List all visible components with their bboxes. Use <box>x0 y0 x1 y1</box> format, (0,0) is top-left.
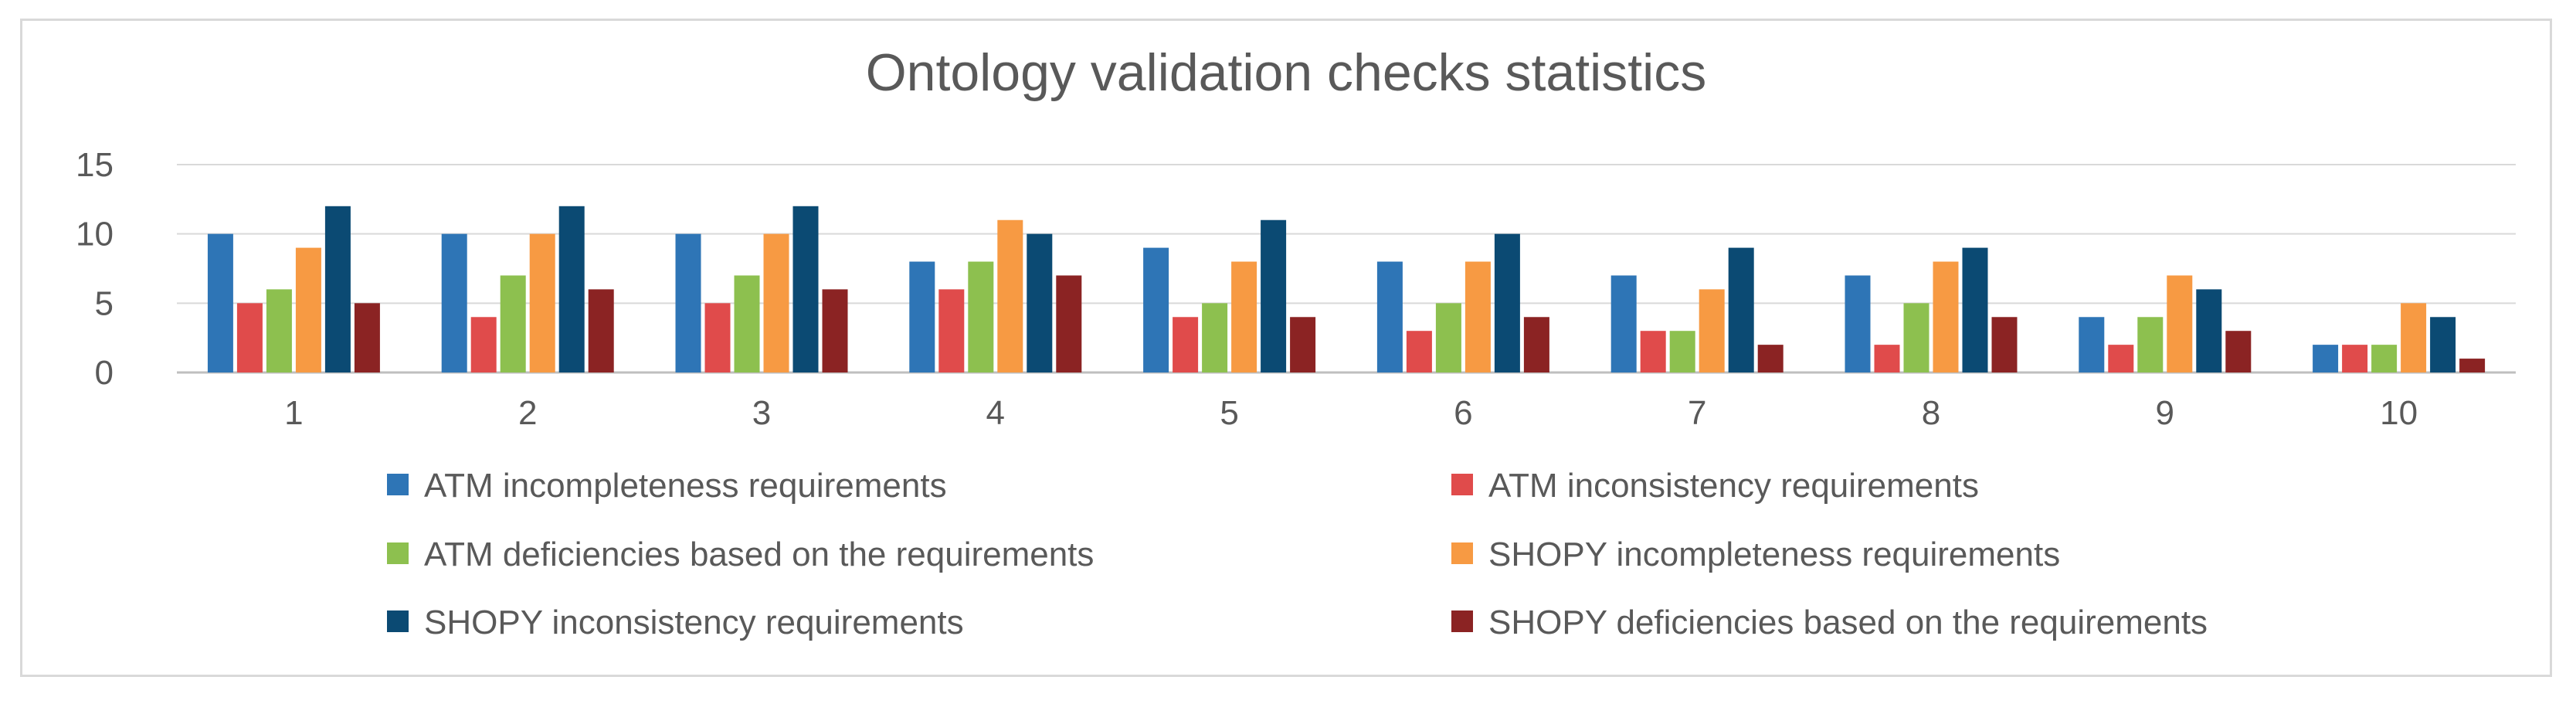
bar <box>266 289 292 372</box>
bar <box>1903 303 1929 372</box>
bar <box>909 261 935 372</box>
bar <box>1406 331 1432 372</box>
bar <box>1056 275 1082 372</box>
bar <box>470 317 497 372</box>
bar <box>2079 317 2105 372</box>
bar <box>588 289 614 372</box>
chart-frame: Ontology validation checks statistics 0 5… <box>20 19 2552 677</box>
bar <box>354 303 380 372</box>
bar <box>441 233 467 372</box>
y-tick-label: 10 <box>76 216 114 253</box>
bar <box>1640 331 1666 372</box>
x-axis-ticks: 1 2 3 4 5 6 7 8 9 10 <box>284 394 2418 432</box>
bar <box>1435 303 1461 372</box>
legend-label: SHOPY inconsistency requirements <box>424 604 964 641</box>
bar <box>2342 345 2368 372</box>
bar <box>500 275 526 372</box>
bar <box>1261 219 1287 372</box>
bar <box>2401 303 2427 372</box>
bar <box>295 247 321 372</box>
x-tick-label: 10 <box>2380 394 2418 432</box>
bar <box>763 233 789 372</box>
bar <box>1728 247 1754 372</box>
legend-label: ATM inconsistency requirements <box>1488 467 1979 505</box>
bar <box>558 206 585 372</box>
x-tick-label: 9 <box>2156 394 2174 432</box>
legend-swatch <box>387 610 409 632</box>
bar <box>938 289 965 372</box>
bar <box>2430 317 2456 372</box>
bar <box>1699 289 1725 372</box>
bar <box>2167 275 2193 372</box>
chart-title: Ontology validation checks statistics <box>866 43 1707 102</box>
bar <box>1202 303 1228 372</box>
bar <box>236 303 263 372</box>
y-tick-label: 5 <box>95 284 114 322</box>
bar <box>1231 261 1257 372</box>
bar <box>1933 261 1959 372</box>
legend-swatch <box>1451 610 1473 632</box>
x-tick-label: 2 <box>518 394 537 432</box>
bar <box>1874 345 1900 372</box>
legend-swatch <box>1451 474 1473 495</box>
bar <box>207 233 233 372</box>
bar <box>1669 331 1695 372</box>
bar <box>2459 359 2486 372</box>
grid-lines <box>177 164 2516 374</box>
bar <box>968 261 994 372</box>
bar <box>2196 289 2222 372</box>
bar <box>1376 261 1403 372</box>
bar <box>324 206 351 372</box>
legend: ATM incompleteness requirements ATM incon… <box>387 467 2208 641</box>
x-tick-label: 3 <box>752 394 771 432</box>
bar <box>1494 233 1520 372</box>
bar <box>2137 317 2164 372</box>
bar <box>1757 345 1784 372</box>
bar <box>822 289 848 372</box>
legend-swatch <box>387 542 409 564</box>
bar <box>1290 317 1316 372</box>
bar <box>704 303 731 372</box>
bar <box>1173 317 1199 372</box>
legend-label: SHOPY deficiencies based on the requirem… <box>1488 604 2208 641</box>
bar <box>1610 275 1637 372</box>
legend-label: ATM deficiencies based on the requiremen… <box>424 536 1094 573</box>
bar <box>2108 345 2134 372</box>
bar <box>2313 345 2339 372</box>
bar <box>1464 261 1491 372</box>
bar <box>529 233 555 372</box>
y-tick-label: 0 <box>95 354 114 392</box>
x-tick-label: 6 <box>1454 394 1472 432</box>
bar <box>2225 331 2252 372</box>
legend-swatch <box>1451 542 1473 564</box>
bar <box>1027 233 1053 372</box>
x-tick-label: 4 <box>986 394 1005 432</box>
bar <box>1845 275 1871 372</box>
bar <box>1523 317 1549 372</box>
bar <box>2371 345 2398 372</box>
legend-label: SHOPY incompleteness requirements <box>1488 536 2060 573</box>
bar <box>792 206 819 372</box>
y-axis-ticks: 0 5 10 15 <box>76 146 114 392</box>
y-tick-label: 15 <box>76 146 114 184</box>
bar <box>734 275 760 372</box>
x-tick-label: 7 <box>1688 394 1706 432</box>
legend-label: ATM incompleteness requirements <box>424 467 947 505</box>
bar <box>1991 317 2018 372</box>
bars <box>207 206 2486 372</box>
chart: Ontology validation checks statistics 0 5… <box>76 43 2516 641</box>
bar <box>1143 247 1169 372</box>
legend-swatch <box>387 474 409 495</box>
x-tick-label: 8 <box>1922 394 1940 432</box>
bar <box>1962 247 1988 372</box>
x-tick-label: 5 <box>1220 394 1238 432</box>
bar <box>675 233 701 372</box>
bar <box>997 219 1023 372</box>
x-tick-label: 1 <box>284 394 303 432</box>
